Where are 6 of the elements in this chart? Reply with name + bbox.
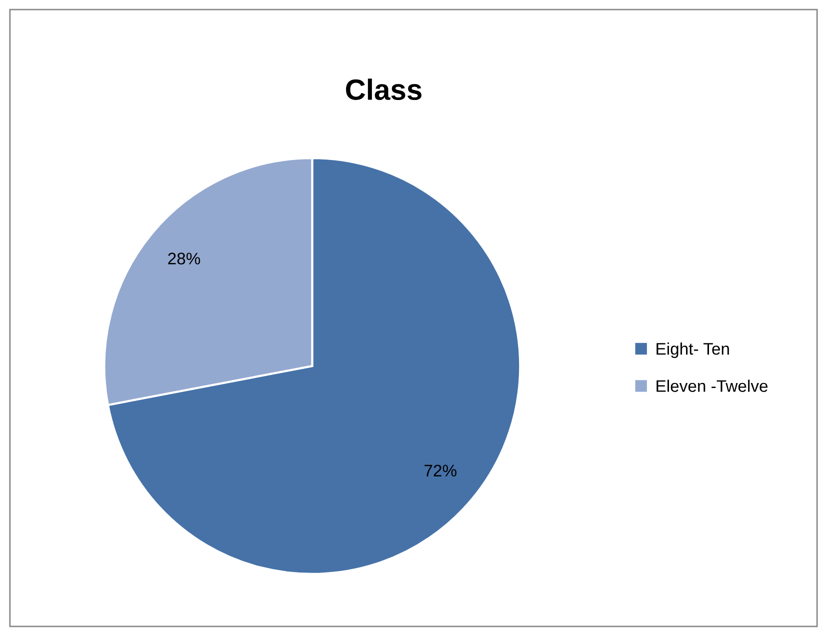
legend-label: Eight- Ten bbox=[656, 342, 729, 358]
data-label: 72% bbox=[424, 464, 456, 476]
legend-label: Eleven -Twelve bbox=[656, 380, 768, 392]
pie-slice bbox=[106, 157, 522, 575]
data-label: 28% bbox=[168, 252, 200, 264]
chart-title: Class bbox=[346, 78, 422, 100]
